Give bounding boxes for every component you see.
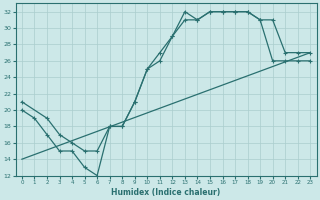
X-axis label: Humidex (Indice chaleur): Humidex (Indice chaleur) bbox=[111, 188, 221, 197]
